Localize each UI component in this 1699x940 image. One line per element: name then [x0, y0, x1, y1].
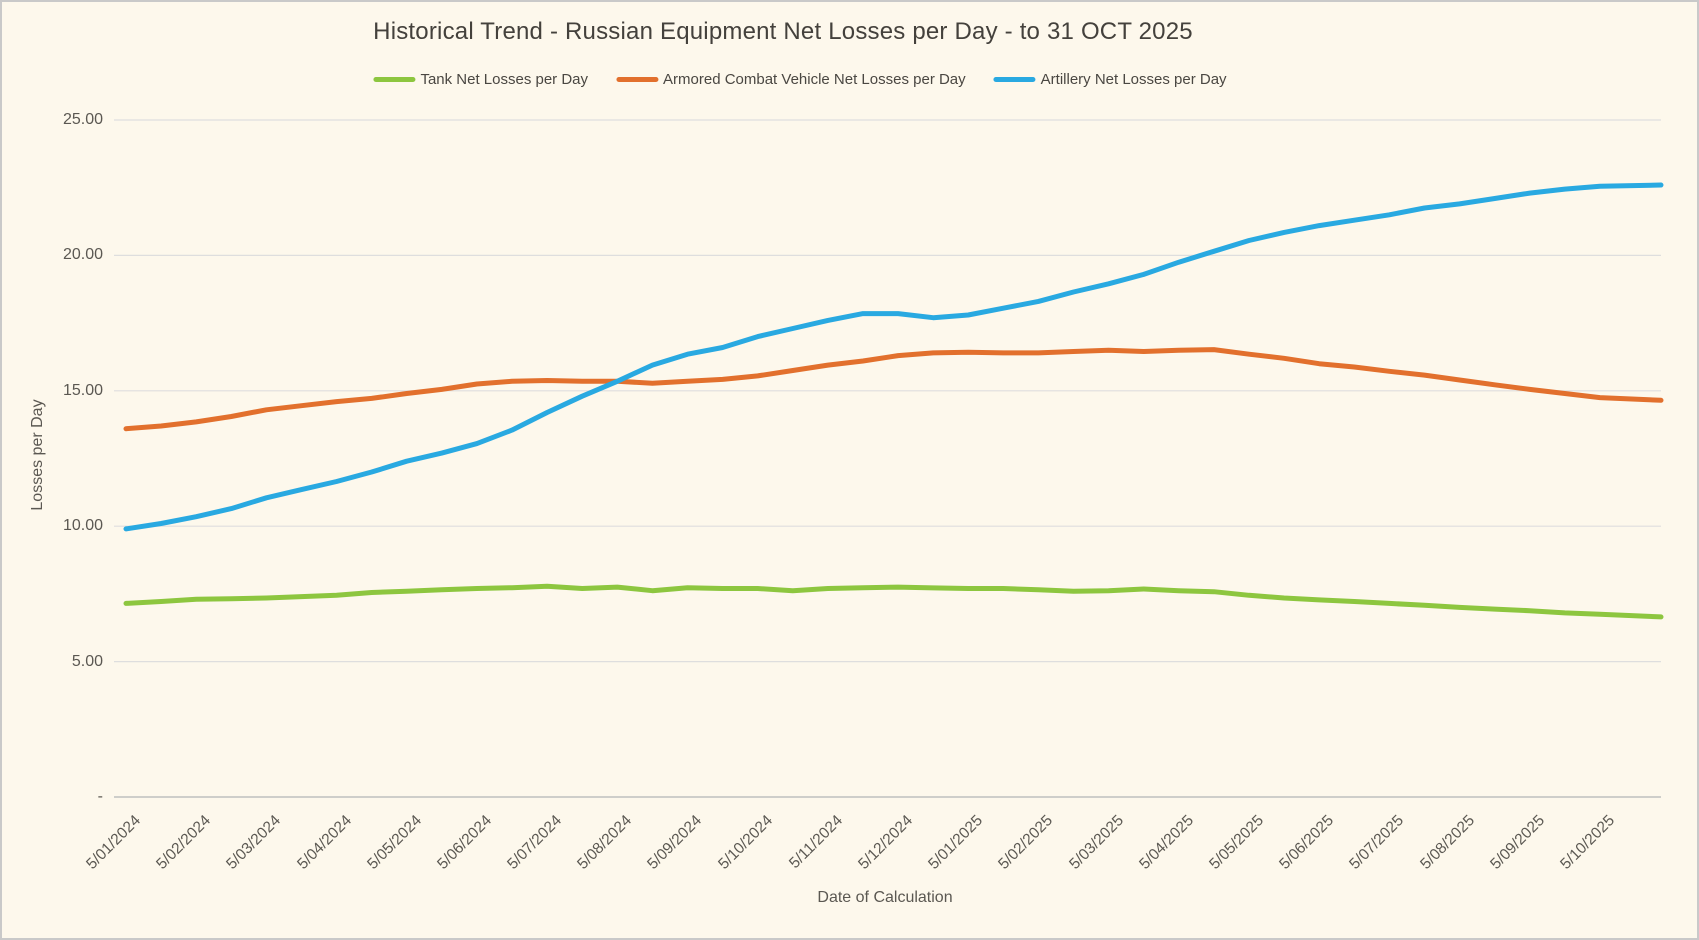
y-tick-label: 10.00	[62, 517, 103, 535]
y-tick-label: 20.00	[62, 246, 103, 264]
legend-item-artillery: Artillery Net Losses per Day	[993, 71, 1227, 88]
x-axis-title: Date of Calculation	[817, 889, 953, 906]
legend-label: Tank Net Losses per Day	[420, 71, 589, 88]
y-axis-title: Losses per Day	[29, 399, 46, 511]
legend-swatch-icon	[373, 77, 416, 82]
legend-item-tank: Tank Net Losses per Day	[373, 71, 588, 88]
y-tick-label: 15.00	[62, 381, 103, 399]
series-line-armored	[123, 347, 1664, 432]
series-line-tank	[123, 583, 1664, 620]
legend-swatch-icon	[993, 77, 1036, 82]
legend-label: Armored Combat Vehicle Net Losses per Da…	[663, 71, 966, 88]
chart-title: Historical Trend - Russian Equipment Net…	[373, 18, 1193, 45]
legend-item-armored: Armored Combat Vehicle Net Losses per Da…	[616, 71, 966, 88]
y-tick-label: 5.00	[71, 652, 103, 670]
y-tick-label: -	[97, 788, 103, 805]
legend: Tank Net Losses per Day Armored Combat Ve…	[373, 71, 1227, 88]
series-line-artillery	[123, 182, 1664, 532]
y-tick-label: 25.00	[62, 111, 103, 128]
legend-swatch-icon	[616, 77, 659, 82]
legend-label: Artillery Net Losses per Day	[1040, 71, 1227, 88]
